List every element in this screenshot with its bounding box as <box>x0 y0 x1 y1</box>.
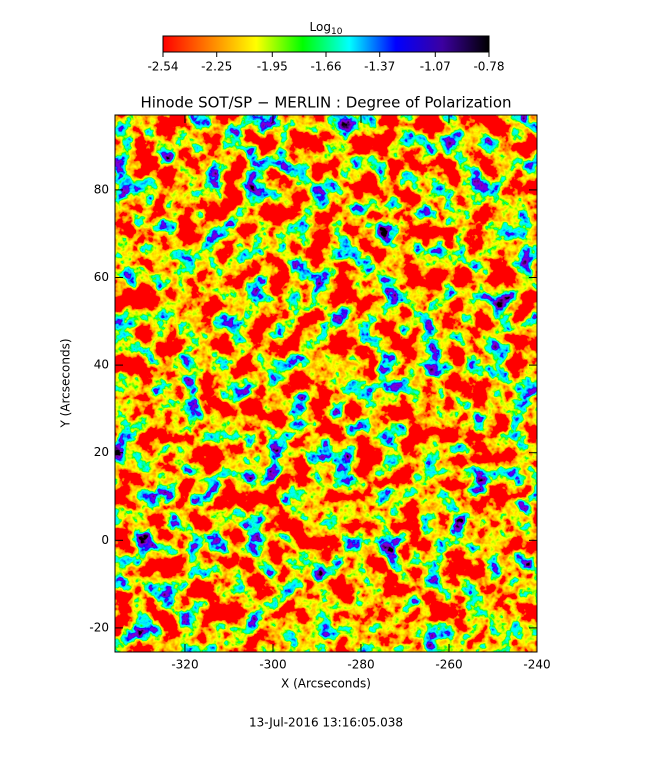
x-tick-label: -320 <box>171 658 198 672</box>
colorbar-tick-label: -1.07 <box>420 60 451 74</box>
chart-title: Hinode SOT/SP − MERLIN : Degree of Polar… <box>140 94 511 112</box>
colorbar <box>162 35 490 53</box>
y-tick-label: 20 <box>94 445 109 459</box>
x-tick-label: -280 <box>347 658 374 672</box>
heatmap-image <box>115 115 537 652</box>
y-tick-label: 0 <box>101 533 109 547</box>
y-tick-label: 40 <box>94 358 109 372</box>
colorbar-tick-label: -1.37 <box>364 60 395 74</box>
colorbar-tick-label: -2.54 <box>147 60 178 74</box>
colorbar-label: Log10 <box>310 20 343 37</box>
x-axis-label: X (Arcseconds) <box>281 677 371 691</box>
x-tick-label: -300 <box>259 658 286 672</box>
colorbar-tick-label: -1.95 <box>257 60 288 74</box>
y-axis-label: Y (Arcseconds) <box>59 338 73 428</box>
x-tick-label: -240 <box>523 658 550 672</box>
y-tick-label: -20 <box>89 620 109 634</box>
colorbar-label-base: Log <box>310 20 331 34</box>
colorbar-tick-label: -2.25 <box>201 60 232 74</box>
footer-timestamp: 13-Jul-2016 13:16:05.038 <box>249 716 403 730</box>
y-tick-label: 80 <box>94 182 109 196</box>
colorbar-tick-label: -1.66 <box>310 60 341 74</box>
colorbar-label-subscript: 10 <box>331 27 343 37</box>
colorbar-tick-label: -0.78 <box>473 60 504 74</box>
x-tick-label: -260 <box>435 658 462 672</box>
y-tick-label: 60 <box>94 270 109 284</box>
plot-frame <box>114 114 538 653</box>
